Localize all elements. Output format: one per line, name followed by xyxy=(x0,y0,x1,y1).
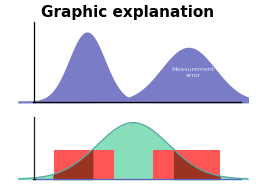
Text: Measurement
error: Measurement error xyxy=(172,67,215,79)
Bar xyxy=(153,150,220,179)
Bar xyxy=(54,150,114,179)
Text: Graphic explanation: Graphic explanation xyxy=(41,5,215,20)
